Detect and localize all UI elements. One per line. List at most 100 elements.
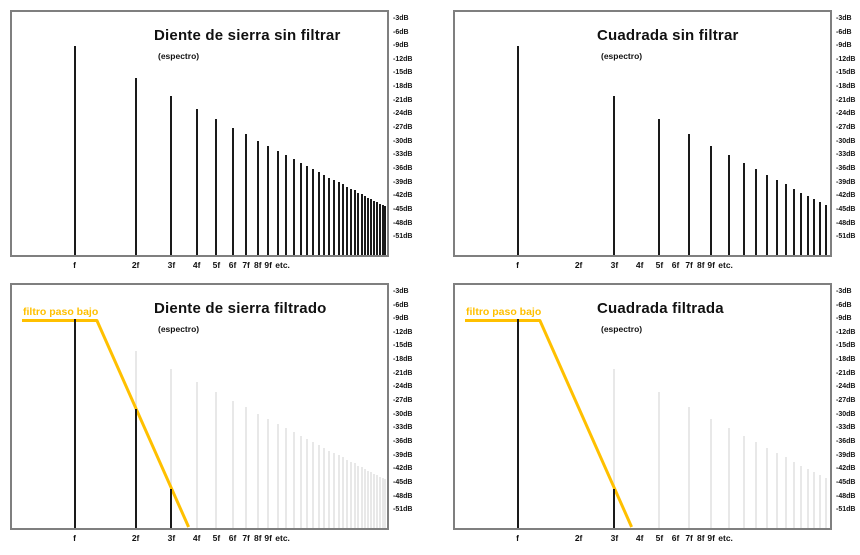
harmonic-line-ghost [807, 468, 810, 528]
harmonic-line [710, 145, 713, 255]
x-tick-label: 3f [610, 533, 619, 543]
y-tick-label: -33dB [836, 151, 856, 159]
y-tick-label: -51dB [393, 506, 413, 514]
y-tick-label: -15dB [836, 342, 856, 350]
x-tick-label: 8f [254, 533, 262, 543]
harmonic-line [317, 172, 320, 255]
low-pass-filter-label: filtro paso bajo [466, 305, 542, 318]
y-tick-label: -45dB [393, 478, 413, 486]
harmonic-line-ghost [284, 428, 287, 528]
x-tick-label: f [516, 260, 519, 270]
x-tick-label: 4f [635, 260, 644, 270]
chart-subtitle: (espectro) [601, 324, 643, 334]
x-tick-label: 4f [192, 260, 201, 270]
harmonic-line-ghost [658, 392, 661, 528]
x-tick-label: 9f [707, 533, 715, 543]
chart-title: Cuadrada sin filtrar [597, 27, 739, 44]
harmonic-line [373, 200, 376, 255]
harmonic-line-ghost [766, 447, 769, 528]
harmonic-line-ghost [800, 465, 803, 528]
y-tick-label: -42dB [836, 465, 856, 473]
harmonic-line [292, 159, 295, 255]
y-tick-label: -39dB [393, 178, 413, 186]
y-tick-label: -27dB [836, 124, 856, 131]
harmonic-line-ghost [776, 452, 779, 528]
harmonic-line-ghost [376, 475, 379, 528]
harmonic-line-ghost [613, 369, 616, 528]
harmonic-line-ghost [256, 413, 259, 528]
harmonic-line-ghost [349, 461, 352, 528]
x-tick-label: 5f [655, 260, 664, 270]
harmonic-line [776, 179, 779, 255]
y-tick-label: -3dB [836, 14, 852, 22]
y-tick-label: -27dB [393, 397, 413, 404]
harmonic-line [658, 119, 661, 255]
harmonic-line-ghost [353, 463, 356, 528]
y-tick-label: -21dB [393, 96, 413, 104]
harmonic-line-ghost [357, 465, 360, 528]
y-tick-label: -51dB [393, 233, 413, 241]
harmonic-line [170, 488, 173, 528]
y-tick-label: -3dB [393, 287, 409, 295]
x-tick-label: 9f [707, 260, 715, 270]
x-tick-label: 5f [655, 533, 664, 543]
y-tick-label: -15dB [393, 342, 413, 350]
x-tick-label: 2f [574, 533, 583, 543]
x-tick-label: 7f [242, 533, 250, 543]
y-tick-label: -36dB [836, 165, 856, 172]
y-tick-label: -3dB [836, 287, 852, 295]
harmonic-line-ghost [346, 459, 348, 528]
x-tick-label: 9f [264, 260, 272, 270]
harmonic-line-ghost [317, 445, 320, 528]
harmonic-line [341, 184, 344, 255]
harmonic-line [379, 203, 381, 255]
harmonic-line [376, 202, 379, 255]
harmonic-line-ghost [312, 442, 315, 528]
x-tick-label: 8f [697, 533, 705, 543]
plot-area: Cuadrada filtrada (espectro) filtro paso… [453, 283, 832, 530]
x-axis-tick-labels: f 2f 3f 4f 5f 6f 7f 8f 9f etc. [453, 260, 832, 274]
harmonic-line [195, 108, 198, 255]
harmonic-line-ghost [337, 455, 340, 528]
harmonic-line-ghost [370, 472, 373, 528]
harmonic-line [349, 188, 352, 255]
chart-subtitle: (espectro) [158, 51, 200, 61]
harmonic-line [360, 194, 363, 255]
chart-title: Diente de sierra sin filtrar [154, 27, 341, 44]
y-tick-label: -39dB [836, 178, 856, 186]
y-tick-label: -39dB [393, 451, 413, 459]
harmonic-line [337, 182, 340, 255]
y-tick-label: -24dB [393, 110, 413, 118]
harmonic-line-ghost [813, 472, 816, 528]
y-tick-label: -24dB [393, 383, 413, 391]
harmonic-line [824, 204, 827, 255]
harmonic-line [381, 204, 384, 255]
harmonic-line [267, 145, 270, 255]
harmonic-line-ghost [792, 461, 795, 528]
harmonic-line-ghost [299, 435, 302, 528]
harmonic-line-ghost [373, 473, 376, 528]
y-tick-label: -51dB [836, 233, 856, 241]
harmonic-line [516, 46, 519, 255]
harmonic-line [134, 409, 137, 528]
y-tick-label: -21dB [836, 96, 856, 104]
panel-square-filtered: Cuadrada filtrada (espectro) filtro paso… [453, 283, 860, 555]
y-tick-label: -3dB [393, 14, 409, 22]
y-tick-label: -36dB [393, 438, 413, 445]
y-tick-label: -33dB [836, 424, 856, 432]
plot-area: Cuadrada sin filtrar (espectro) [453, 10, 832, 257]
harmonic-line-ghost [333, 452, 336, 528]
harmonic-line [364, 195, 367, 255]
y-tick-label: -36dB [836, 438, 856, 445]
y-tick-label: -27dB [393, 124, 413, 131]
x-tick-label: 8f [254, 260, 262, 270]
y-tick-label: -45dB [836, 205, 856, 213]
harmonic-line [688, 134, 691, 255]
x-tick-label: etc. [275, 533, 290, 543]
harmonic-line [813, 199, 816, 255]
harmonic-line-ghost [170, 369, 173, 528]
x-tick-label: f [73, 533, 76, 543]
x-tick-label: 8f [697, 260, 705, 270]
chart-subtitle: (espectro) [601, 51, 643, 61]
